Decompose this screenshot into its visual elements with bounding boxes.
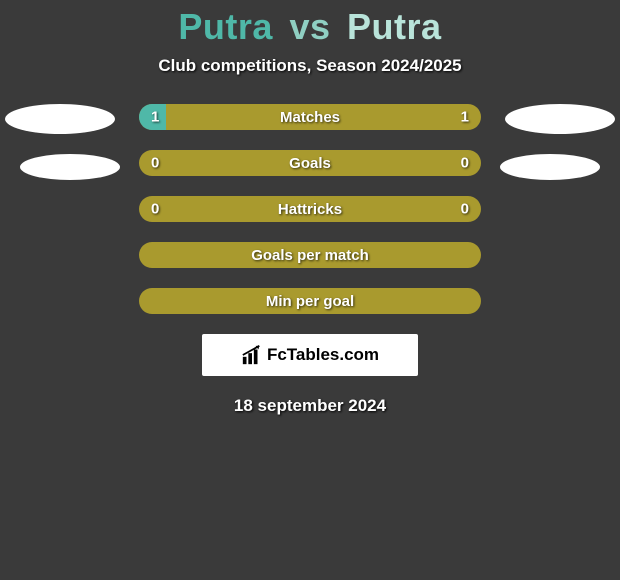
stat-value-left: 0 [151,155,159,172]
stat-label: Goals per match [251,247,369,264]
stat-row-matches: 1 Matches 1 [139,104,481,130]
title-vs: vs [289,6,330,47]
root: Putra vs Putra Club competitions, Season… [0,0,620,416]
subtitle: Club competitions, Season 2024/2025 [0,56,620,76]
date-label: 18 september 2024 [0,396,620,416]
player1-avatar-placeholder [5,104,115,134]
branding-badge[interactable]: FcTables.com [202,334,418,376]
stat-row-min-per-goal: Min per goal [139,288,481,314]
branding-text: FcTables.com [267,345,379,365]
player2-avatar-placeholder [505,104,615,134]
stat-label: Goals [289,155,331,172]
player2-shadow-placeholder [500,154,600,180]
stat-value-left: 1 [151,109,159,126]
title-team2: Putra [347,6,442,47]
stat-row-hattricks: 0 Hattricks 0 [139,196,481,222]
player1-shadow-placeholder [20,154,120,180]
stats-area: 1 Matches 1 0 Goals 0 0 Hattricks 0 [0,104,620,314]
stat-label: Min per goal [266,293,354,310]
page-title: Putra vs Putra [0,6,620,48]
stat-value-right: 0 [461,201,469,218]
stat-row-goals: 0 Goals 0 [139,150,481,176]
title-team1: Putra [178,6,273,47]
stat-value-right: 0 [461,155,469,172]
stat-row-goals-per-match: Goals per match [139,242,481,268]
bar-chart-icon [241,344,263,366]
stat-label: Hattricks [278,201,342,218]
stat-label: Matches [280,109,340,126]
stat-value-right: 1 [461,109,469,126]
stat-rows: 1 Matches 1 0 Goals 0 0 Hattricks 0 [139,104,481,314]
stat-value-left: 0 [151,201,159,218]
